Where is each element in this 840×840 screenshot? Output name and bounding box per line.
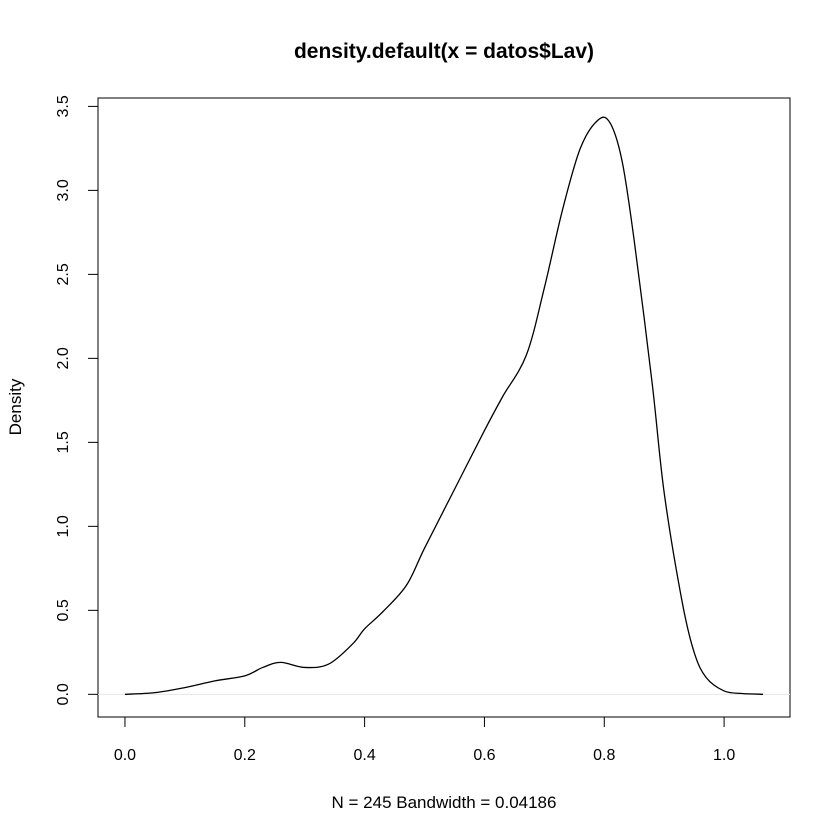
y-tick-label: 0.5 [55, 599, 72, 621]
y-tick-label: 1.5 [55, 431, 72, 453]
x-tick-label: 0.4 [353, 747, 375, 764]
y-tick-label: 3.0 [55, 179, 72, 201]
density-curve [124, 116, 764, 695]
x-axis-label: N = 245 Bandwidth = 0.04186 [332, 793, 557, 812]
y-tick-label: 1.0 [55, 515, 72, 537]
x-tick-label: 0.2 [234, 747, 256, 764]
x-tick-label: 0.8 [593, 747, 615, 764]
y-tick-label: 2.5 [55, 263, 72, 285]
y-axis: 0.0 0.5 1.0 1.5 2.0 2.5 3.0 3.5 [55, 95, 99, 705]
y-tick-label: 3.5 [55, 95, 72, 117]
x-tick-label: 1.0 [713, 747, 735, 764]
y-axis-label: Density [6, 378, 25, 435]
x-tick-label: 0.6 [473, 747, 495, 764]
y-tick-label: 2.0 [55, 347, 72, 369]
x-axis: 0.0 0.2 0.4 0.6 0.8 1.0 [114, 716, 735, 764]
chart-title: density.default(x = datos$Lav) [294, 40, 594, 63]
y-tick-label: 0.0 [55, 683, 72, 705]
x-tick-label: 0.0 [114, 747, 136, 764]
